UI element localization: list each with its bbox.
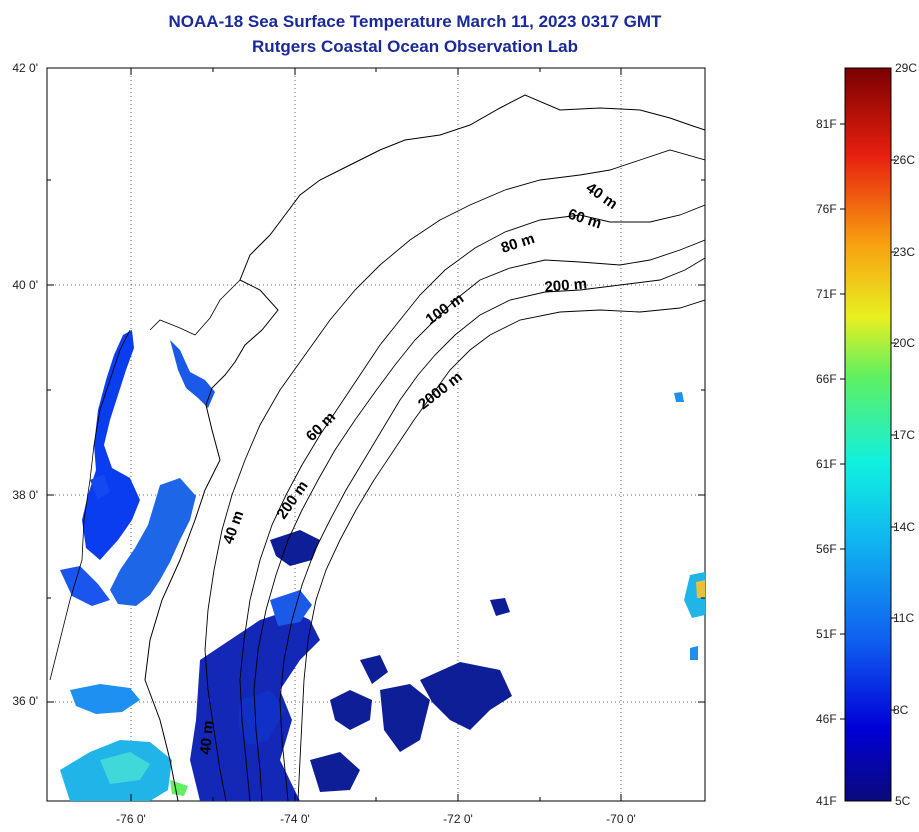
colorbar-label-f: 81F bbox=[816, 117, 837, 131]
isobath-label: 200 m bbox=[544, 275, 588, 296]
coastline bbox=[144, 94, 705, 801]
lon-label-70: -70 0' bbox=[606, 812, 636, 826]
colorbar-label-f: 51F bbox=[816, 627, 837, 641]
lat-label-42: 42 0' bbox=[12, 61, 38, 75]
map-frame bbox=[46, 67, 706, 802]
colorbar-label-f: 56F bbox=[816, 542, 837, 556]
colorbar bbox=[844, 67, 892, 802]
lat-label-38: 38 0' bbox=[12, 488, 38, 502]
colorbar-label-c: 26C bbox=[893, 153, 916, 167]
lat-label-36: 36 0' bbox=[12, 694, 38, 708]
lon-label-72: -72 0' bbox=[443, 812, 473, 826]
colorbar-label-c: 23C bbox=[893, 245, 916, 259]
map-subtitle: Rutgers Coastal Ocean Observation Lab bbox=[252, 37, 578, 56]
colorbar-label-c: 14C bbox=[893, 520, 916, 534]
colorbar-label-c: 20C bbox=[893, 336, 916, 350]
colorbar-label-f: 61F bbox=[816, 457, 837, 471]
colorbar-label-f: 76F bbox=[816, 202, 837, 216]
map-title: NOAA-18 Sea Surface Temperature March 11… bbox=[168, 12, 662, 31]
lon-label-76: -76 0' bbox=[116, 812, 146, 826]
lat-label-40: 40 0' bbox=[12, 278, 38, 292]
colorbar-label-c: 29C bbox=[895, 61, 918, 75]
coastline-inland bbox=[49, 279, 241, 681]
colorbar-label-f: 71F bbox=[816, 287, 837, 301]
colorbar-label-c: 5C bbox=[895, 794, 911, 808]
frame-ticks bbox=[47, 68, 705, 801]
colorbar-label-c: 11C bbox=[893, 611, 915, 625]
lon-label-74: -74 0' bbox=[280, 812, 310, 826]
colorbar-label-c: 8C bbox=[893, 703, 909, 717]
gridlines bbox=[47, 68, 705, 801]
isobath-label: 40 m bbox=[197, 720, 217, 756]
colorbar-ticks bbox=[840, 123, 896, 720]
colorbar-label-f: 66F bbox=[816, 372, 837, 386]
colorbar-label-f: 46F bbox=[816, 712, 837, 726]
colorbar-label-f: 41F bbox=[816, 794, 837, 808]
colorbar-label-c: 17C bbox=[893, 428, 916, 442]
isobaths bbox=[204, 149, 705, 801]
